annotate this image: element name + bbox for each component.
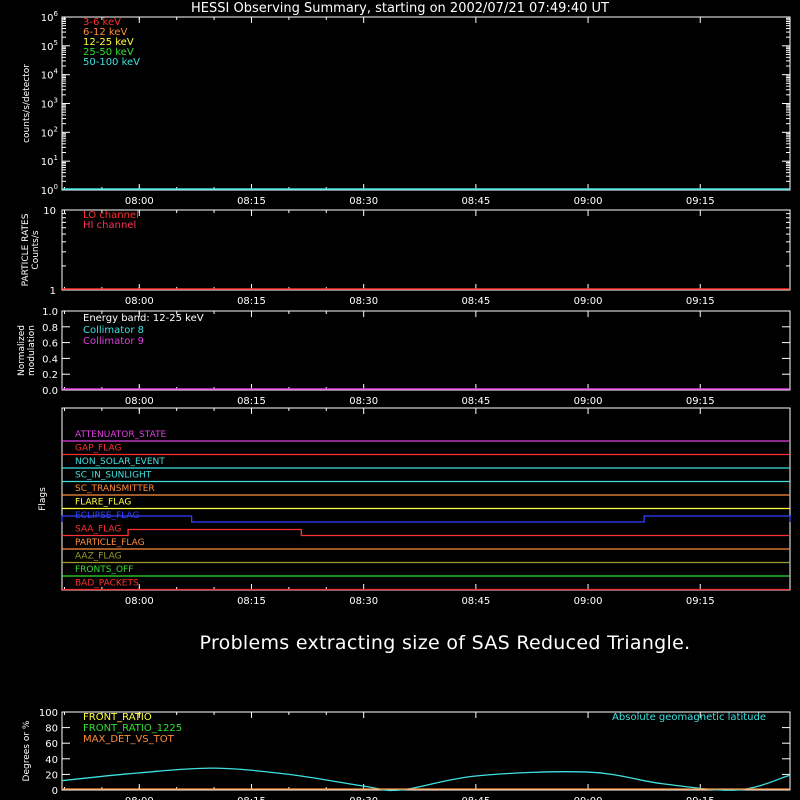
time-tick-label: 08:45 xyxy=(461,396,490,407)
particle-y-label: PARTICLE RATES Counts/s xyxy=(21,213,41,286)
y-tick-label: 0.4 xyxy=(42,354,58,365)
time-tick-label: 09:15 xyxy=(686,596,715,607)
time-tick-label: 08:45 xyxy=(461,596,490,607)
time-tick-label: 08:00 xyxy=(125,796,154,800)
time-tick-label: 09:15 xyxy=(686,396,715,407)
time-tick-label: 08:30 xyxy=(349,196,378,207)
legend-entry: 25-50 keV xyxy=(83,47,134,58)
legend-entry: 12-25 keV xyxy=(83,37,134,48)
y-tick-label: 102 xyxy=(41,125,58,139)
y-tick-label: 0.8 xyxy=(42,323,58,334)
flag-label: FRONTS_OFF xyxy=(75,565,133,575)
y-tick-label: 10 xyxy=(43,206,56,217)
y-tick-label: 0.2 xyxy=(42,370,58,381)
count-rate-y-label: counts/s/detector xyxy=(22,64,32,143)
chart-title: HESSI Observing Summary, starting on 200… xyxy=(191,1,609,16)
legend-entry: FRONT_RATIO xyxy=(83,712,152,723)
time-tick-label: 08:45 xyxy=(461,196,490,207)
time-tick-label: 08:45 xyxy=(461,296,490,307)
legend-entry: MAX_DET_VS_TOT xyxy=(83,734,175,745)
y-tick-label: 106 xyxy=(41,10,59,24)
flag-label: SC_TRANSMITTER xyxy=(75,484,155,494)
modulation-y-label: Normalized modulation xyxy=(17,325,37,376)
ratio-y-label: Degrees or % xyxy=(22,720,32,781)
flag-label: BAD_PACKETS xyxy=(75,579,139,589)
time-tick-label: 08:30 xyxy=(349,296,378,307)
y-tick-label: 105 xyxy=(41,39,58,53)
y-tick-label: 100 xyxy=(39,708,58,719)
y-tick-label: 0 xyxy=(52,786,58,797)
flag-label: FLARE_FLAG xyxy=(75,498,131,508)
time-tick-label: 09:00 xyxy=(574,796,603,800)
y-axis-label: counts/s/detector xyxy=(22,64,32,143)
flag-line xyxy=(62,528,790,537)
time-tick-label: 08:15 xyxy=(237,796,266,800)
legend-entry: HI channel xyxy=(83,220,136,231)
time-tick-label: 09:00 xyxy=(574,596,603,607)
sas-message: Problems extracting size of SAS Reduced … xyxy=(199,632,691,654)
flag-label: ATTENUATOR_STATE xyxy=(75,430,167,440)
time-tick-label: 08:15 xyxy=(237,296,266,307)
time-tick-label: 08:15 xyxy=(237,596,266,607)
time-tick-label: 09:00 xyxy=(574,396,603,407)
y-tick-label: 0.0 xyxy=(42,386,58,397)
time-tick-label: 09:15 xyxy=(686,796,715,800)
legend-entry: Collimator 8 xyxy=(83,325,144,336)
flag-label: NON_SOLAR_EVENT xyxy=(75,457,165,467)
energy-band-label: Energy band: 12-25 keV xyxy=(83,313,204,324)
time-tick-label: 08:00 xyxy=(125,296,154,307)
flag-label: GAP_FLAG xyxy=(75,444,121,454)
time-tick-label: 08:30 xyxy=(349,396,378,407)
particle-rate-panel xyxy=(61,209,791,291)
y-tick-label: 60 xyxy=(45,739,58,750)
y-tick-label: 101 xyxy=(41,154,58,168)
legend-entry: Collimator 9 xyxy=(83,336,144,347)
legend-entry: 3-6 keV xyxy=(83,17,121,28)
y-tick-label: 1.0 xyxy=(42,307,58,318)
flag-label: SAA_FLAG xyxy=(75,525,121,535)
y-axis-label: Counts/s xyxy=(31,230,41,269)
time-tick-label: 08:45 xyxy=(461,796,490,800)
legend-entry: Absolute geomagnetic latitude xyxy=(612,712,766,723)
flag-label: AAZ_FLAG xyxy=(75,552,122,562)
y-tick-label: 0.6 xyxy=(42,339,58,350)
ratio-panel xyxy=(61,711,791,791)
y-tick-label: 100 xyxy=(41,183,58,197)
time-tick-label: 08:00 xyxy=(125,396,154,407)
flag-label: PARTICLE_FLAG xyxy=(75,538,145,548)
legend-entry: FRONT_RATIO_1225 xyxy=(83,723,182,734)
time-tick-label: 08:30 xyxy=(349,796,378,800)
y-axis-label: PARTICLE RATES xyxy=(21,213,31,286)
time-tick-label: 09:15 xyxy=(686,196,715,207)
y-axis-label: Normalized xyxy=(17,325,27,376)
y-tick-label: 80 xyxy=(45,724,58,735)
y-tick-label: 104 xyxy=(41,68,59,82)
y-axis-label: modulation xyxy=(27,325,37,376)
count-rate-panel xyxy=(61,16,791,191)
time-tick-label: 08:00 xyxy=(125,196,154,207)
modulation-panel xyxy=(61,310,791,391)
time-tick-label: 09:00 xyxy=(574,296,603,307)
time-tick-label: 08:15 xyxy=(237,196,266,207)
y-tick-label: 103 xyxy=(41,97,58,111)
time-tick-label: 08:30 xyxy=(349,596,378,607)
time-tick-label: 08:15 xyxy=(237,396,266,407)
y-axis-label: Flags xyxy=(38,487,48,511)
y-tick-label: 40 xyxy=(45,755,58,766)
flags-y-label: Flags xyxy=(38,487,48,511)
time-tick-label: 09:00 xyxy=(574,196,603,207)
y-tick-label: 1 xyxy=(50,286,56,297)
legend-entry: 50-100 keV xyxy=(83,57,140,68)
y-axis-label: Degrees or % xyxy=(22,720,32,781)
legend-entry: 6-12 keV xyxy=(83,27,127,38)
geomagnetic-latitude-line xyxy=(61,767,791,792)
legend-entry: LO channel xyxy=(83,210,139,221)
flag-line xyxy=(61,515,791,523)
y-tick-label: 20 xyxy=(45,770,58,781)
time-tick-label: 08:00 xyxy=(125,596,154,607)
flag-label: SC_IN_SUNLIGHT xyxy=(75,471,152,481)
time-tick-label: 09:15 xyxy=(686,296,715,307)
